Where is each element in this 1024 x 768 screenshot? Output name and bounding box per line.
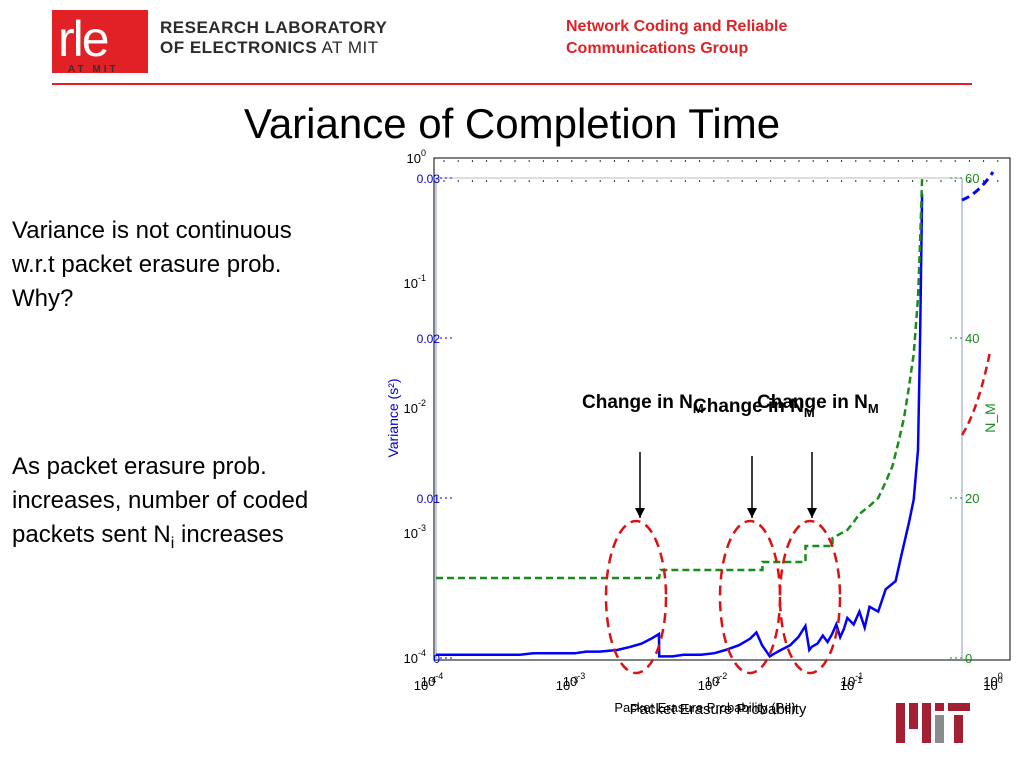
log-y-tick-label: 10-1 [404, 273, 426, 291]
rle-logo-subtext: AT MIT [68, 64, 119, 75]
lab-name-line2-rest: AT MIT [317, 38, 379, 57]
log-y-tick-label: 10-3 [404, 523, 426, 541]
change-in-nm-annotation: Change in NM [757, 392, 879, 416]
log-x-tick-label: 100 [983, 675, 1002, 693]
rle-logo-text: rle [58, 11, 110, 67]
body-text-1-line: Why? [12, 285, 74, 312]
x-axis-label-overlay: Packet Erasure Probability (Pe) [614, 700, 795, 715]
log-x-tick-label: 10-4 [421, 671, 443, 689]
log-y-tick-label: 10-2 [404, 398, 426, 416]
y-axis-label-right: N_M [982, 403, 998, 433]
log-x-tick-label: 10-2 [705, 671, 727, 689]
series-line-nm [436, 177, 924, 580]
log-x-tick-label: 10-3 [563, 671, 585, 689]
lab-name-line2-bold: OF ELECTRONICS [160, 38, 318, 57]
body-text-2-line: As packet erasure prob. [12, 453, 267, 480]
y-axis-label-left: Variance (s²) [385, 378, 401, 457]
body-text-2-line3-sub: i [170, 534, 175, 552]
erasure-change-circle [718, 519, 782, 675]
body-text-1-line: w.r.t packet erasure prob. [12, 251, 282, 278]
log-x-tick-label: 10-1 [840, 675, 862, 693]
lab-name-line2: OF ELECTRONICS AT MIT [160, 38, 379, 58]
change-in-nm-annotation: Change in NM [693, 396, 815, 420]
lab-name-line1: RESEARCH LABORATORY [160, 18, 388, 37]
mit-logo [896, 703, 970, 743]
x-axis-label: Packet Erasure Probability [630, 701, 807, 718]
group-name: Network Coding and Reliable Communicatio… [566, 16, 787, 60]
red-tail [960, 351, 992, 436]
left-tick-label: 0.03 [417, 172, 441, 186]
left-tick-label: 0.02 [417, 332, 441, 346]
log-x-tick-label: 10-3 [556, 675, 578, 693]
series-line-variance [436, 193, 924, 659]
variance-tail [961, 171, 995, 202]
rle-logo: rle [52, 10, 148, 73]
log-x-tick-label: 100 [983, 671, 1002, 689]
log-y-tick-label: 10-4 [404, 648, 426, 666]
right-tick-label: 60 [965, 171, 979, 186]
right-tick-label: 0 [965, 651, 972, 666]
body-text-2-line3-post: increases [174, 521, 284, 548]
right-tick-label: 20 [965, 491, 979, 506]
log-x-tick-label: 10-2 [698, 675, 720, 693]
annotation-arrowhead [807, 508, 817, 518]
change-in-nm-annotation: Change in NM [582, 392, 704, 416]
annotation-arrowhead [635, 508, 645, 518]
slide-title: Variance of Completion Time [243, 100, 781, 147]
annotation-arrowhead [747, 508, 757, 518]
log-x-tick-label: 10-1 [841, 671, 863, 689]
plot-frame [433, 157, 1011, 661]
header-divider [52, 83, 972, 85]
body-text-1: Variance is not continuous w.r.t packet … [12, 214, 292, 316]
body-text-2: As packet erasure prob. increases, numbe… [12, 450, 308, 561]
body-text-1-line: Variance is not continuous [12, 217, 292, 244]
group-name-line2: Communications Group [566, 40, 749, 57]
body-text-2-line: packets sent Ni increases [12, 518, 308, 561]
left-tick-label: 0.01 [417, 492, 441, 506]
body-text-2-line: increases, number of coded [12, 487, 309, 514]
group-name-line1: Network Coding and Reliable [566, 18, 788, 35]
left-tick-label: 0 [433, 652, 440, 666]
body-text-2-line3-pre: packets sent N [12, 521, 171, 548]
erasure-change-circle [778, 519, 842, 675]
erasure-change-circle [604, 519, 668, 675]
log-y-tick-label: 100 [407, 148, 426, 166]
right-tick-label: 40 [965, 331, 979, 346]
log-x-tick-label: 10-4 [414, 675, 436, 693]
